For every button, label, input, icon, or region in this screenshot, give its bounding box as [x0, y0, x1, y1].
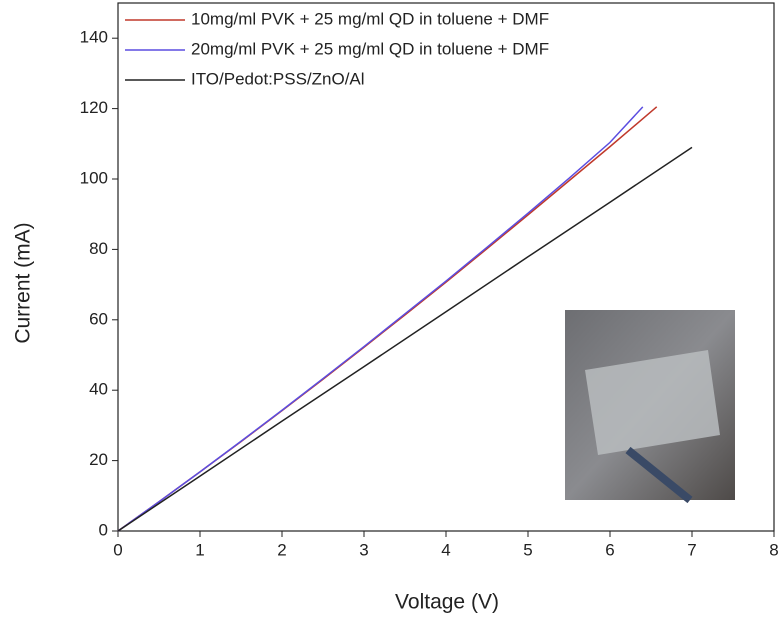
legend-text: 10mg/ml PVK + 25 mg/ml QD in toluene + D… [191, 9, 549, 28]
x-tick-label: 5 [523, 540, 532, 559]
series-line [117, 146, 693, 532]
inset-photo [565, 310, 735, 504]
y-tick-label: 100 [80, 168, 108, 187]
y-tick-label: 140 [80, 28, 108, 47]
x-tick-label: 2 [277, 540, 286, 559]
legend-text: 20mg/ml PVK + 25 mg/ml QD in toluene + D… [191, 39, 549, 58]
x-tick-label: 4 [441, 540, 450, 559]
legend-text: ITO/Pedot:PSS/ZnO/Al [191, 69, 365, 88]
y-tick-label: 80 [89, 239, 108, 258]
series-line [117, 106, 644, 532]
x-tick-label: 6 [605, 540, 614, 559]
x-tick-label: 3 [359, 540, 368, 559]
y-tick-label: 60 [89, 309, 108, 328]
y-tick-label: 0 [99, 520, 108, 539]
y-tick-label: 20 [89, 450, 108, 469]
y-tick-label: 40 [89, 380, 108, 399]
y-tick-label: 120 [80, 98, 108, 117]
x-axis-title: Voltage (V) [395, 591, 499, 614]
x-tick-label: 7 [687, 540, 696, 559]
x-tick-label: 8 [769, 540, 778, 559]
y-axis-title: Current (mA) [12, 222, 35, 343]
x-tick-label: 0 [113, 540, 122, 559]
x-tick-label: 1 [195, 540, 204, 559]
